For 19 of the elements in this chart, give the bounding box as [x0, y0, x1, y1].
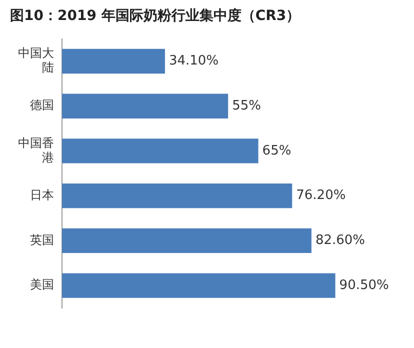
data-label: 55%: [232, 98, 262, 114]
bar: [62, 273, 336, 298]
y-tick-label: 中国大陆: [18, 46, 54, 75]
data-label: 82.60%: [315, 233, 366, 248]
bar: [62, 48, 165, 74]
y-tick-label: 德国: [30, 98, 54, 112]
bar: [62, 94, 228, 118]
data-label: 76.20%: [296, 188, 346, 204]
bar: [62, 183, 292, 208]
y-tick-label: 美国: [30, 278, 54, 292]
y-tick-label: 日本: [30, 188, 54, 202]
bar: [62, 228, 312, 254]
data-label: 34.10%: [168, 54, 219, 69]
y-tick-label: 中国香港: [18, 136, 54, 164]
y-tick-label: 英国: [30, 232, 54, 247]
chart-title: 图10：2019 年国际奶粉行业集中度（CR3）: [10, 7, 300, 24]
bar: [62, 138, 258, 164]
data-label: 90.50%: [339, 278, 389, 293]
data-label: 65%: [262, 143, 292, 158]
